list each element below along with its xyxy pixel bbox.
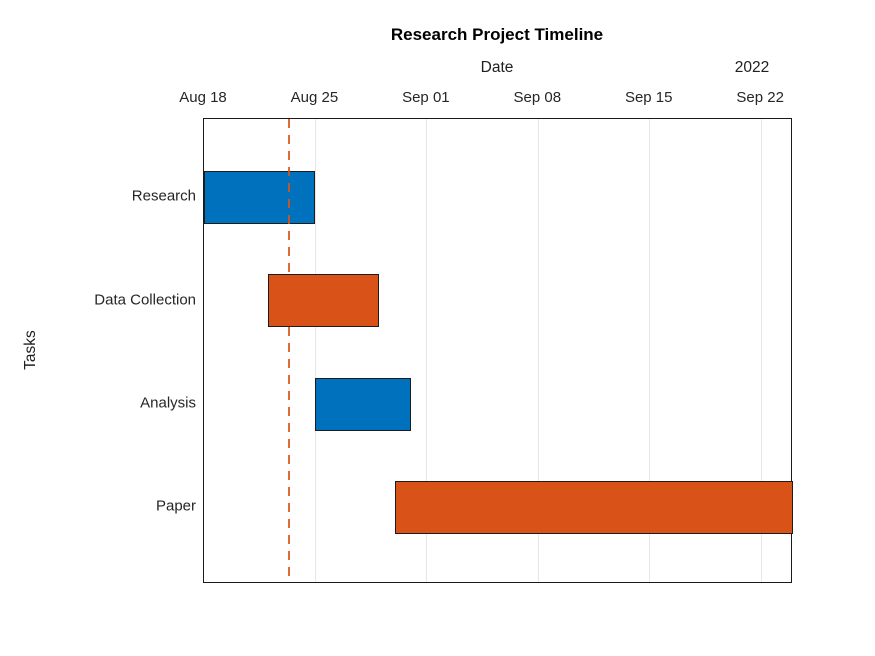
x-tick-label: Sep 22: [736, 89, 784, 106]
year-label: 2022: [734, 59, 770, 76]
x-tick-label: Aug 18: [179, 89, 227, 106]
y-tick-label: Data Collection: [94, 291, 196, 309]
gridline: [314, 119, 316, 582]
gridline: [760, 119, 762, 582]
gridline: [649, 119, 651, 582]
x-axis-label: Date: [480, 59, 514, 76]
task-bar: [315, 377, 411, 431]
y-axis-label: Tasks: [22, 330, 39, 370]
x-tick-label: Aug 25: [290, 89, 339, 106]
task-bar: [204, 170, 316, 224]
task-bar: [267, 274, 380, 328]
y-tick-label: Analysis: [140, 394, 196, 412]
gridline: [426, 119, 428, 582]
x-tick-label: Sep 01: [402, 89, 450, 106]
gridline: [537, 119, 539, 582]
x-tick-label: Sep 15: [624, 89, 673, 106]
x-tick-label: Sep 08: [513, 89, 562, 106]
plot-area: [203, 118, 793, 583]
y-tick-label: Research: [131, 187, 196, 205]
task-bar: [395, 480, 793, 534]
y-tick-label: Paper: [155, 497, 196, 515]
today-reference-line: [288, 119, 291, 582]
chart-title: Research Project Timeline: [390, 25, 604, 44]
